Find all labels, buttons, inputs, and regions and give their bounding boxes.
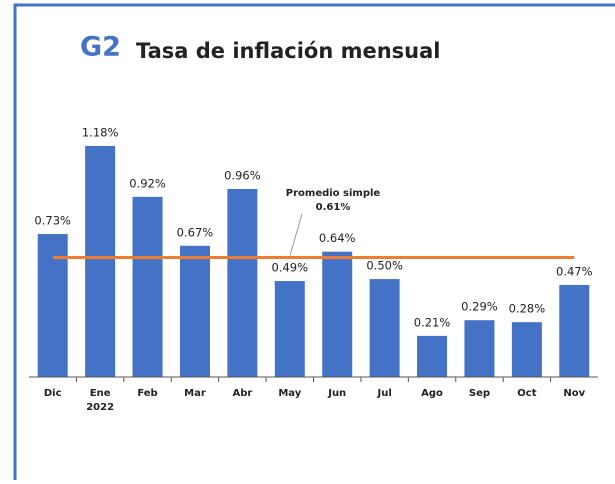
- data-label: 0.64%: [319, 231, 356, 245]
- x-tick-label: Mar: [184, 388, 206, 399]
- annotation-label: Promedio simple: [286, 188, 381, 199]
- bar: [559, 284, 590, 377]
- x-tick-label: Ago: [421, 388, 443, 399]
- data-label: 0.47%: [556, 264, 593, 278]
- x-tick-label: Oct: [517, 388, 536, 399]
- x-tick-label: Jun: [327, 388, 346, 399]
- data-label: 0.73%: [34, 214, 71, 228]
- bar: [227, 189, 258, 377]
- bar: [37, 234, 68, 377]
- bar: [85, 145, 116, 377]
- annotation-value: 0.61%: [316, 202, 351, 213]
- data-label: 0.92%: [129, 176, 166, 190]
- x-tick-label: Sep: [469, 388, 490, 399]
- data-label: 0.28%: [509, 302, 546, 316]
- data-label: 0.67%: [177, 225, 214, 239]
- data-label: 0.49%: [272, 261, 309, 275]
- x-tick-label: Nov: [563, 388, 585, 399]
- x-tick-label: May: [278, 388, 301, 399]
- data-label: 1.18%: [82, 125, 119, 139]
- bar: [464, 320, 495, 377]
- x-tick-label: Jul: [376, 388, 391, 399]
- bar: [417, 335, 448, 377]
- data-label: 0.96%: [224, 169, 261, 183]
- annotation-leader: [289, 213, 303, 256]
- bar: [511, 322, 542, 377]
- bar: [132, 196, 163, 377]
- chart-badge: G2: [80, 32, 121, 63]
- bar: [322, 251, 353, 377]
- x-tick-label: Feb: [137, 388, 157, 399]
- data-label: 0.21%: [414, 315, 451, 329]
- bar: [369, 279, 400, 377]
- chart-title: Tasa de inflación mensual: [136, 39, 440, 63]
- data-label: 0.50%: [366, 259, 403, 273]
- x-tick-label: Abr: [232, 388, 252, 399]
- bar: [274, 281, 305, 377]
- bar: [179, 245, 210, 377]
- x-tick-label: Ene 2022: [86, 388, 114, 413]
- data-label: 0.29%: [461, 300, 498, 314]
- x-tick-label: Dic: [44, 388, 62, 399]
